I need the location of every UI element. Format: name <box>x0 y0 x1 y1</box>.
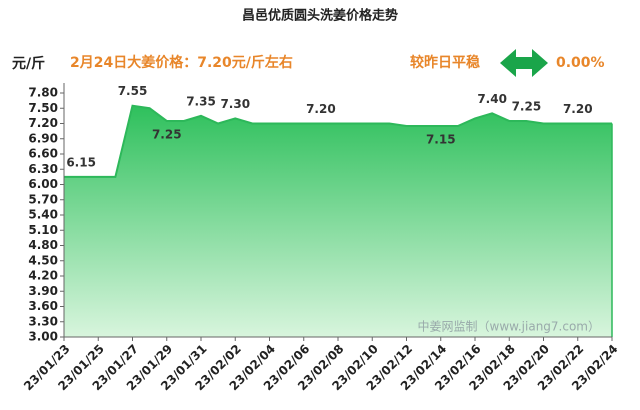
area <box>64 105 612 337</box>
y-tick-label: 6.60 <box>28 147 58 161</box>
price-note: 2月24日大姜价格：7.20元/斤左右 <box>70 54 293 71</box>
y-tick-label: 4.20 <box>28 269 58 283</box>
data-label: 6.15 <box>66 155 96 169</box>
data-label: 7.25 <box>512 99 542 113</box>
line <box>64 104 612 178</box>
y-tick-label: 6.90 <box>28 131 58 145</box>
change-value: 0.00% <box>556 55 605 71</box>
y-tick-label: 6.00 <box>28 177 58 191</box>
data-label: 7.30 <box>220 97 250 111</box>
y-tick-label: 5.70 <box>28 192 58 206</box>
data-label: 7.25 <box>152 127 182 141</box>
steady-arrow <box>500 49 548 77</box>
data-label: 7.15 <box>426 133 456 147</box>
y-axis-label: 元/斤 <box>12 55 45 72</box>
data-label: 7.20 <box>306 102 336 116</box>
chart-title: 昌邑优质圆头洗姜价格走势 <box>242 8 398 24</box>
y-tick-label: 7.80 <box>28 86 58 100</box>
data-label: 7.35 <box>186 94 216 108</box>
y-tick-label: 5.10 <box>28 223 58 237</box>
data-label: 7.40 <box>477 92 507 106</box>
y-tick-label: 7.20 <box>28 116 58 130</box>
data-label: 7.20 <box>563 102 593 116</box>
y-tick-label: 6.30 <box>28 162 58 176</box>
data-label: 7.55 <box>118 84 148 98</box>
y-tick-label: 3.90 <box>28 284 58 298</box>
y-tick-label: 4.50 <box>28 253 58 267</box>
y-tick-label: 4.80 <box>28 238 58 252</box>
y-tick-label: 7.50 <box>28 101 58 115</box>
y-tick-label: 3.00 <box>28 330 58 344</box>
y-tick-label: 3.30 <box>28 314 58 328</box>
watermark: 中姜网监制（www.jiang7.com） <box>418 319 600 334</box>
y-tick-label: 3.60 <box>28 299 58 313</box>
change-label: 较昨日平稳 <box>410 54 480 71</box>
y-tick-label: 5.40 <box>28 208 58 222</box>
